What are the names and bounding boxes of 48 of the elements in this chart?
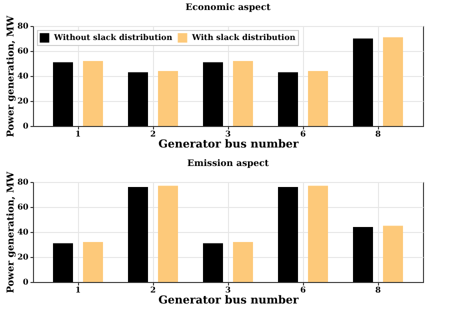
y-tick-label: 80 <box>17 176 29 186</box>
bar <box>383 226 403 282</box>
bar <box>278 187 298 282</box>
bar <box>203 62 223 126</box>
x-axis-title: Generator bus number <box>158 294 299 306</box>
y-tick-label: 40 <box>17 226 29 236</box>
x-tick-label: 3 <box>225 284 232 294</box>
bar <box>53 243 73 282</box>
bar <box>203 243 223 282</box>
x-tick-label: 8 <box>375 128 382 138</box>
bar <box>158 186 178 282</box>
bar <box>233 61 253 126</box>
x-tick-label: 3 <box>225 128 232 138</box>
y-tick-label: 80 <box>17 20 29 30</box>
x-tick-label: 2 <box>150 128 156 138</box>
x-tick-label: 1 <box>75 284 81 294</box>
x-tick-label: 2 <box>150 284 156 294</box>
bar <box>53 62 73 126</box>
legend-label: Without slack distribution <box>53 32 173 42</box>
y-tick-label: 0 <box>22 276 29 286</box>
bar <box>353 227 373 282</box>
bar <box>83 61 103 126</box>
y-axis-title: Power generation, MW <box>5 15 16 138</box>
y-tick-label: 20 <box>17 96 29 106</box>
bar <box>308 71 328 126</box>
y-tick-label: 40 <box>17 70 29 80</box>
y-axis-title: Power generation, MW <box>5 171 16 294</box>
chart-title: Economic aspect <box>186 3 272 14</box>
legend-label: With slack distribution <box>191 32 296 42</box>
y-tick-label: 60 <box>17 46 29 56</box>
chart-title: Emission aspect <box>187 159 270 170</box>
bar <box>353 38 373 126</box>
bar <box>308 186 328 282</box>
bar <box>233 242 253 282</box>
bar <box>278 72 298 126</box>
x-axis-title: Generator bus number <box>158 138 299 150</box>
x-tick-label: 1 <box>75 128 81 138</box>
y-tick-label: 0 <box>22 120 29 130</box>
bar <box>83 242 103 282</box>
y-tick-label: 60 <box>17 202 29 212</box>
x-tick-label: 8 <box>375 284 382 294</box>
bar <box>383 37 403 126</box>
bar <box>128 187 148 282</box>
x-tick-label: 6 <box>300 128 306 138</box>
y-tick-label: 20 <box>17 252 29 262</box>
bar <box>158 71 178 126</box>
x-tick-label: 6 <box>300 284 306 294</box>
bar <box>128 72 148 126</box>
